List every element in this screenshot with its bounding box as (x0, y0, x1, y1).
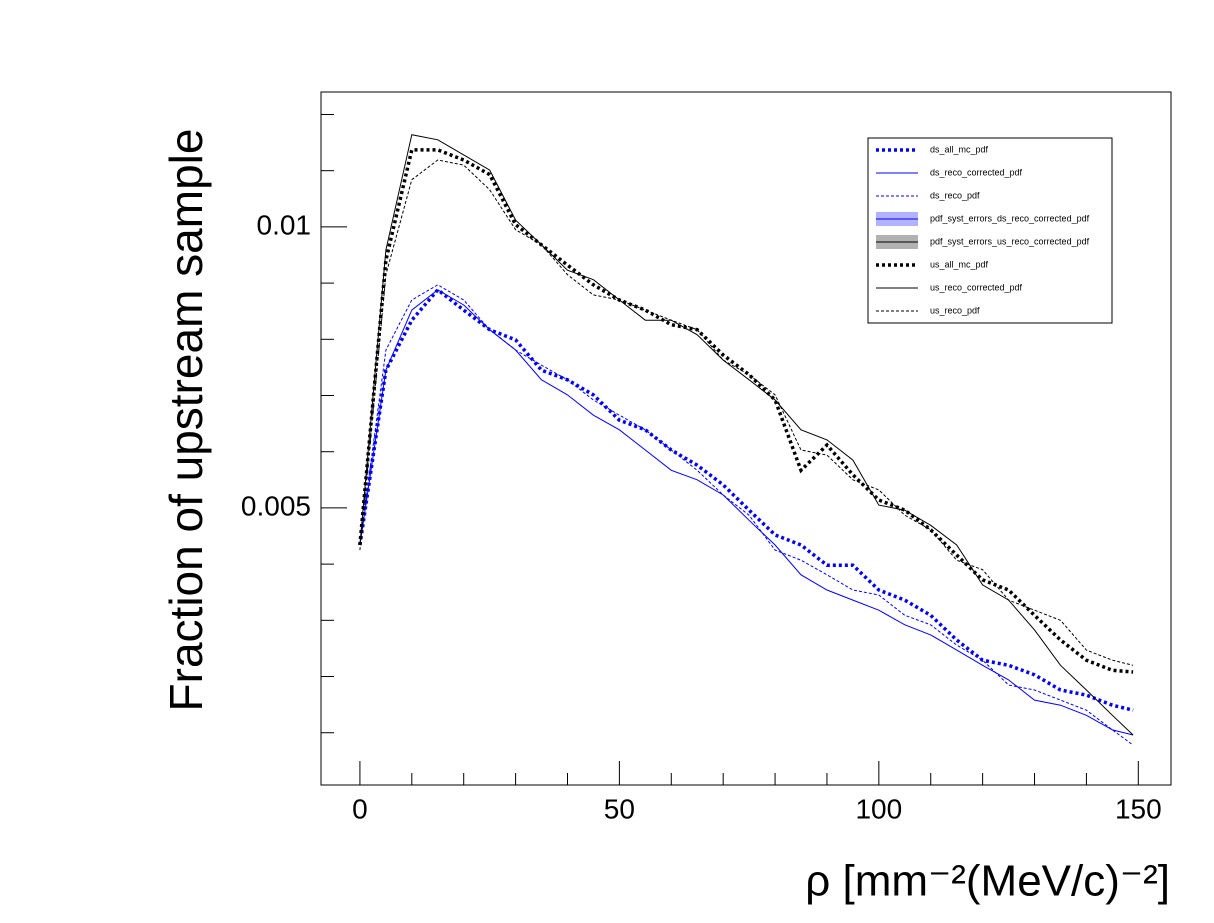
y-axis-label: Fraction of upstream sample (160, 129, 212, 712)
legend-label: ds_reco_corrected_pdf (930, 167, 1023, 177)
legend-label: us_all_mc_pdf (930, 259, 989, 269)
legend-label: pdf_syst_errors_ds_reco_corrected_pdf (930, 213, 1090, 223)
x-tick-label: 100 (855, 793, 902, 824)
y-tick-label: 0.005 (241, 490, 311, 521)
y-tick-label: 0.01 (257, 209, 312, 240)
legend-label: ds_reco_pdf (930, 190, 980, 200)
x-tick-label: 150 (1115, 793, 1162, 824)
x-axis-label: ρ [mm⁻²(MeV/c)⁻²] (805, 857, 1170, 906)
plot-frame (320, 91, 1172, 786)
legend-label: pdf_syst_errors_us_reco_corrected_pdf (930, 236, 1090, 246)
legend-label: ds_all_mc_pdf (930, 144, 989, 154)
data-line (359, 284, 1134, 746)
x-tick-label: 0 (352, 793, 368, 824)
x-tick-label: 50 (604, 793, 635, 824)
legend-label: us_reco_pdf (930, 305, 980, 315)
data-line (358, 148, 1134, 674)
legend: ds_all_mc_pdf ds_reco_corrected_pdf ds_rec… (867, 137, 1113, 324)
data-line (358, 287, 1134, 712)
legend-box (867, 137, 1113, 324)
legend-label: us_reco_corrected_pdf (930, 282, 1023, 292)
data-line (359, 159, 1134, 666)
